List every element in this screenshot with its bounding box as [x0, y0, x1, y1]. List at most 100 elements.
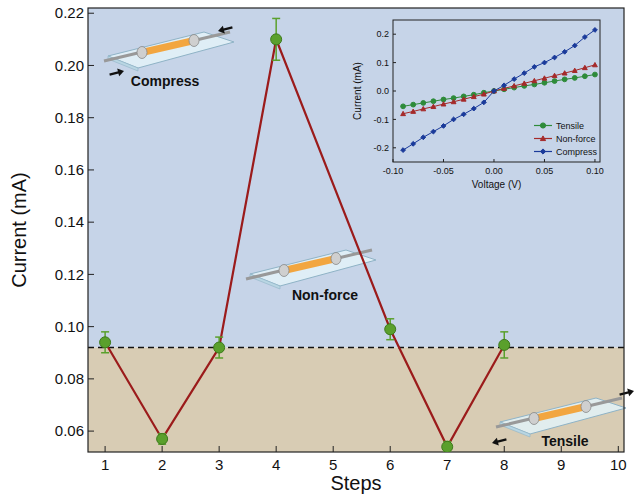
data-point: [542, 80, 547, 85]
data-point: [492, 89, 497, 93]
data-point: [522, 81, 527, 85]
data-point: [431, 104, 436, 108]
y-tick-label: 0.1: [376, 58, 389, 68]
x-tick: [493, 159, 494, 162]
error-bar-cap: [215, 336, 223, 338]
y-tick-label: 0.08: [55, 370, 84, 387]
y-tick: [393, 147, 396, 148]
y-tick: [88, 13, 94, 14]
data-point: [157, 433, 168, 444]
icon-tube: [536, 407, 584, 418]
x-tick-label: 0.10: [586, 166, 604, 176]
data-group: [100, 18, 510, 452]
error-bar-cap: [272, 18, 280, 20]
x-tick: [594, 159, 595, 162]
data-point: [593, 62, 598, 66]
icon-end: [331, 253, 341, 265]
legend-label: Non-force: [556, 134, 596, 144]
data-point: [542, 60, 547, 65]
legend-label: Tensile: [556, 121, 584, 131]
icon-end: [581, 401, 591, 413]
x-tick-label: -0.05: [433, 166, 454, 176]
error-bar-cap: [215, 357, 223, 359]
y-tick: [88, 431, 94, 432]
x-tick-label: 5: [329, 456, 337, 473]
data-point: [562, 77, 567, 82]
x-tick-label: 8: [500, 456, 508, 473]
plot-frame: [393, 20, 600, 162]
icon-end: [189, 35, 199, 47]
x-tick-label: 0.05: [536, 166, 554, 176]
reference-line: [88, 347, 624, 349]
y-tick-label: 0.18: [55, 109, 84, 126]
y-tick-label: 0.2: [376, 29, 389, 39]
y-tick: [88, 274, 94, 275]
data-point: [582, 35, 587, 40]
y-tick-label: 0.0: [376, 86, 389, 96]
x-tick: [544, 159, 545, 162]
data-point: [552, 55, 557, 60]
y-tick-label: 0.06: [55, 422, 84, 439]
y-tick-label: 0.22: [55, 4, 84, 21]
data-point: [499, 339, 510, 350]
data-point: [593, 28, 598, 33]
x-tick-label: 4: [272, 456, 280, 473]
y-tick: [393, 91, 396, 92]
y-tick: [88, 222, 94, 223]
data-point: [431, 129, 436, 134]
data-point: [441, 124, 446, 129]
y-tick-label: 0.12: [55, 266, 84, 283]
icon-slab: [250, 250, 376, 286]
x-tick-label: 2: [158, 456, 166, 473]
data-point: [532, 64, 537, 69]
x-tick: [390, 446, 391, 452]
device-icon: [246, 250, 376, 289]
error-bar-cap: [272, 59, 280, 61]
x-tick-label: 6: [386, 456, 394, 473]
data-point: [481, 90, 486, 95]
y-tick: [88, 117, 94, 118]
x-tick-label: 0.00: [485, 166, 503, 176]
data-point: [442, 441, 453, 452]
x-tick-label: 10: [610, 456, 627, 473]
y-tick: [393, 34, 396, 35]
icon-wire: [246, 270, 284, 279]
data-point: [572, 68, 577, 72]
error-bar-cap: [101, 352, 109, 354]
series-line: [403, 75, 595, 107]
y-tick-label: -0.1: [373, 115, 389, 125]
x-tick-label: 7: [443, 456, 451, 473]
data-point: [593, 72, 598, 77]
legend-label: Compress: [556, 147, 598, 157]
data-point: [461, 97, 466, 101]
y-tick-label: -0.2: [373, 143, 389, 153]
chart-1: -0.10-0.050.000.050.10-0.2-0.10.00.10.2V…: [352, 20, 604, 190]
x-axis-title: Voltage (V): [472, 179, 521, 190]
icon-tube: [144, 41, 192, 52]
icon-slab: [500, 398, 626, 434]
data-point: [401, 104, 406, 109]
upper-band: [88, 8, 624, 348]
data-point: [451, 117, 456, 122]
device-icon: [104, 26, 234, 77]
annotation: Non-force: [292, 287, 358, 303]
y-tick-label: 0.10: [55, 318, 84, 335]
y-tick: [88, 65, 94, 66]
data-point: [421, 135, 426, 140]
x-tick-label: 9: [557, 456, 565, 473]
annotation: Compress: [131, 73, 200, 89]
data-point: [401, 148, 406, 153]
icon-arrow-head: [117, 69, 124, 77]
y-tick: [393, 62, 396, 63]
y-tick-label: 0.20: [55, 57, 84, 74]
series-line: [105, 39, 504, 446]
x-tick-label: 3: [215, 456, 223, 473]
icon-arrow-head: [627, 389, 634, 397]
lower-band: [88, 348, 624, 452]
chart-0: CompressNon-forceTensile123456789100.060…: [8, 4, 634, 494]
plot-frame: [88, 8, 624, 452]
x-axis-title: Steps: [330, 472, 381, 494]
data-point: [401, 111, 406, 115]
y-tick-label: 0.16: [55, 161, 84, 178]
data-point: [522, 71, 527, 76]
